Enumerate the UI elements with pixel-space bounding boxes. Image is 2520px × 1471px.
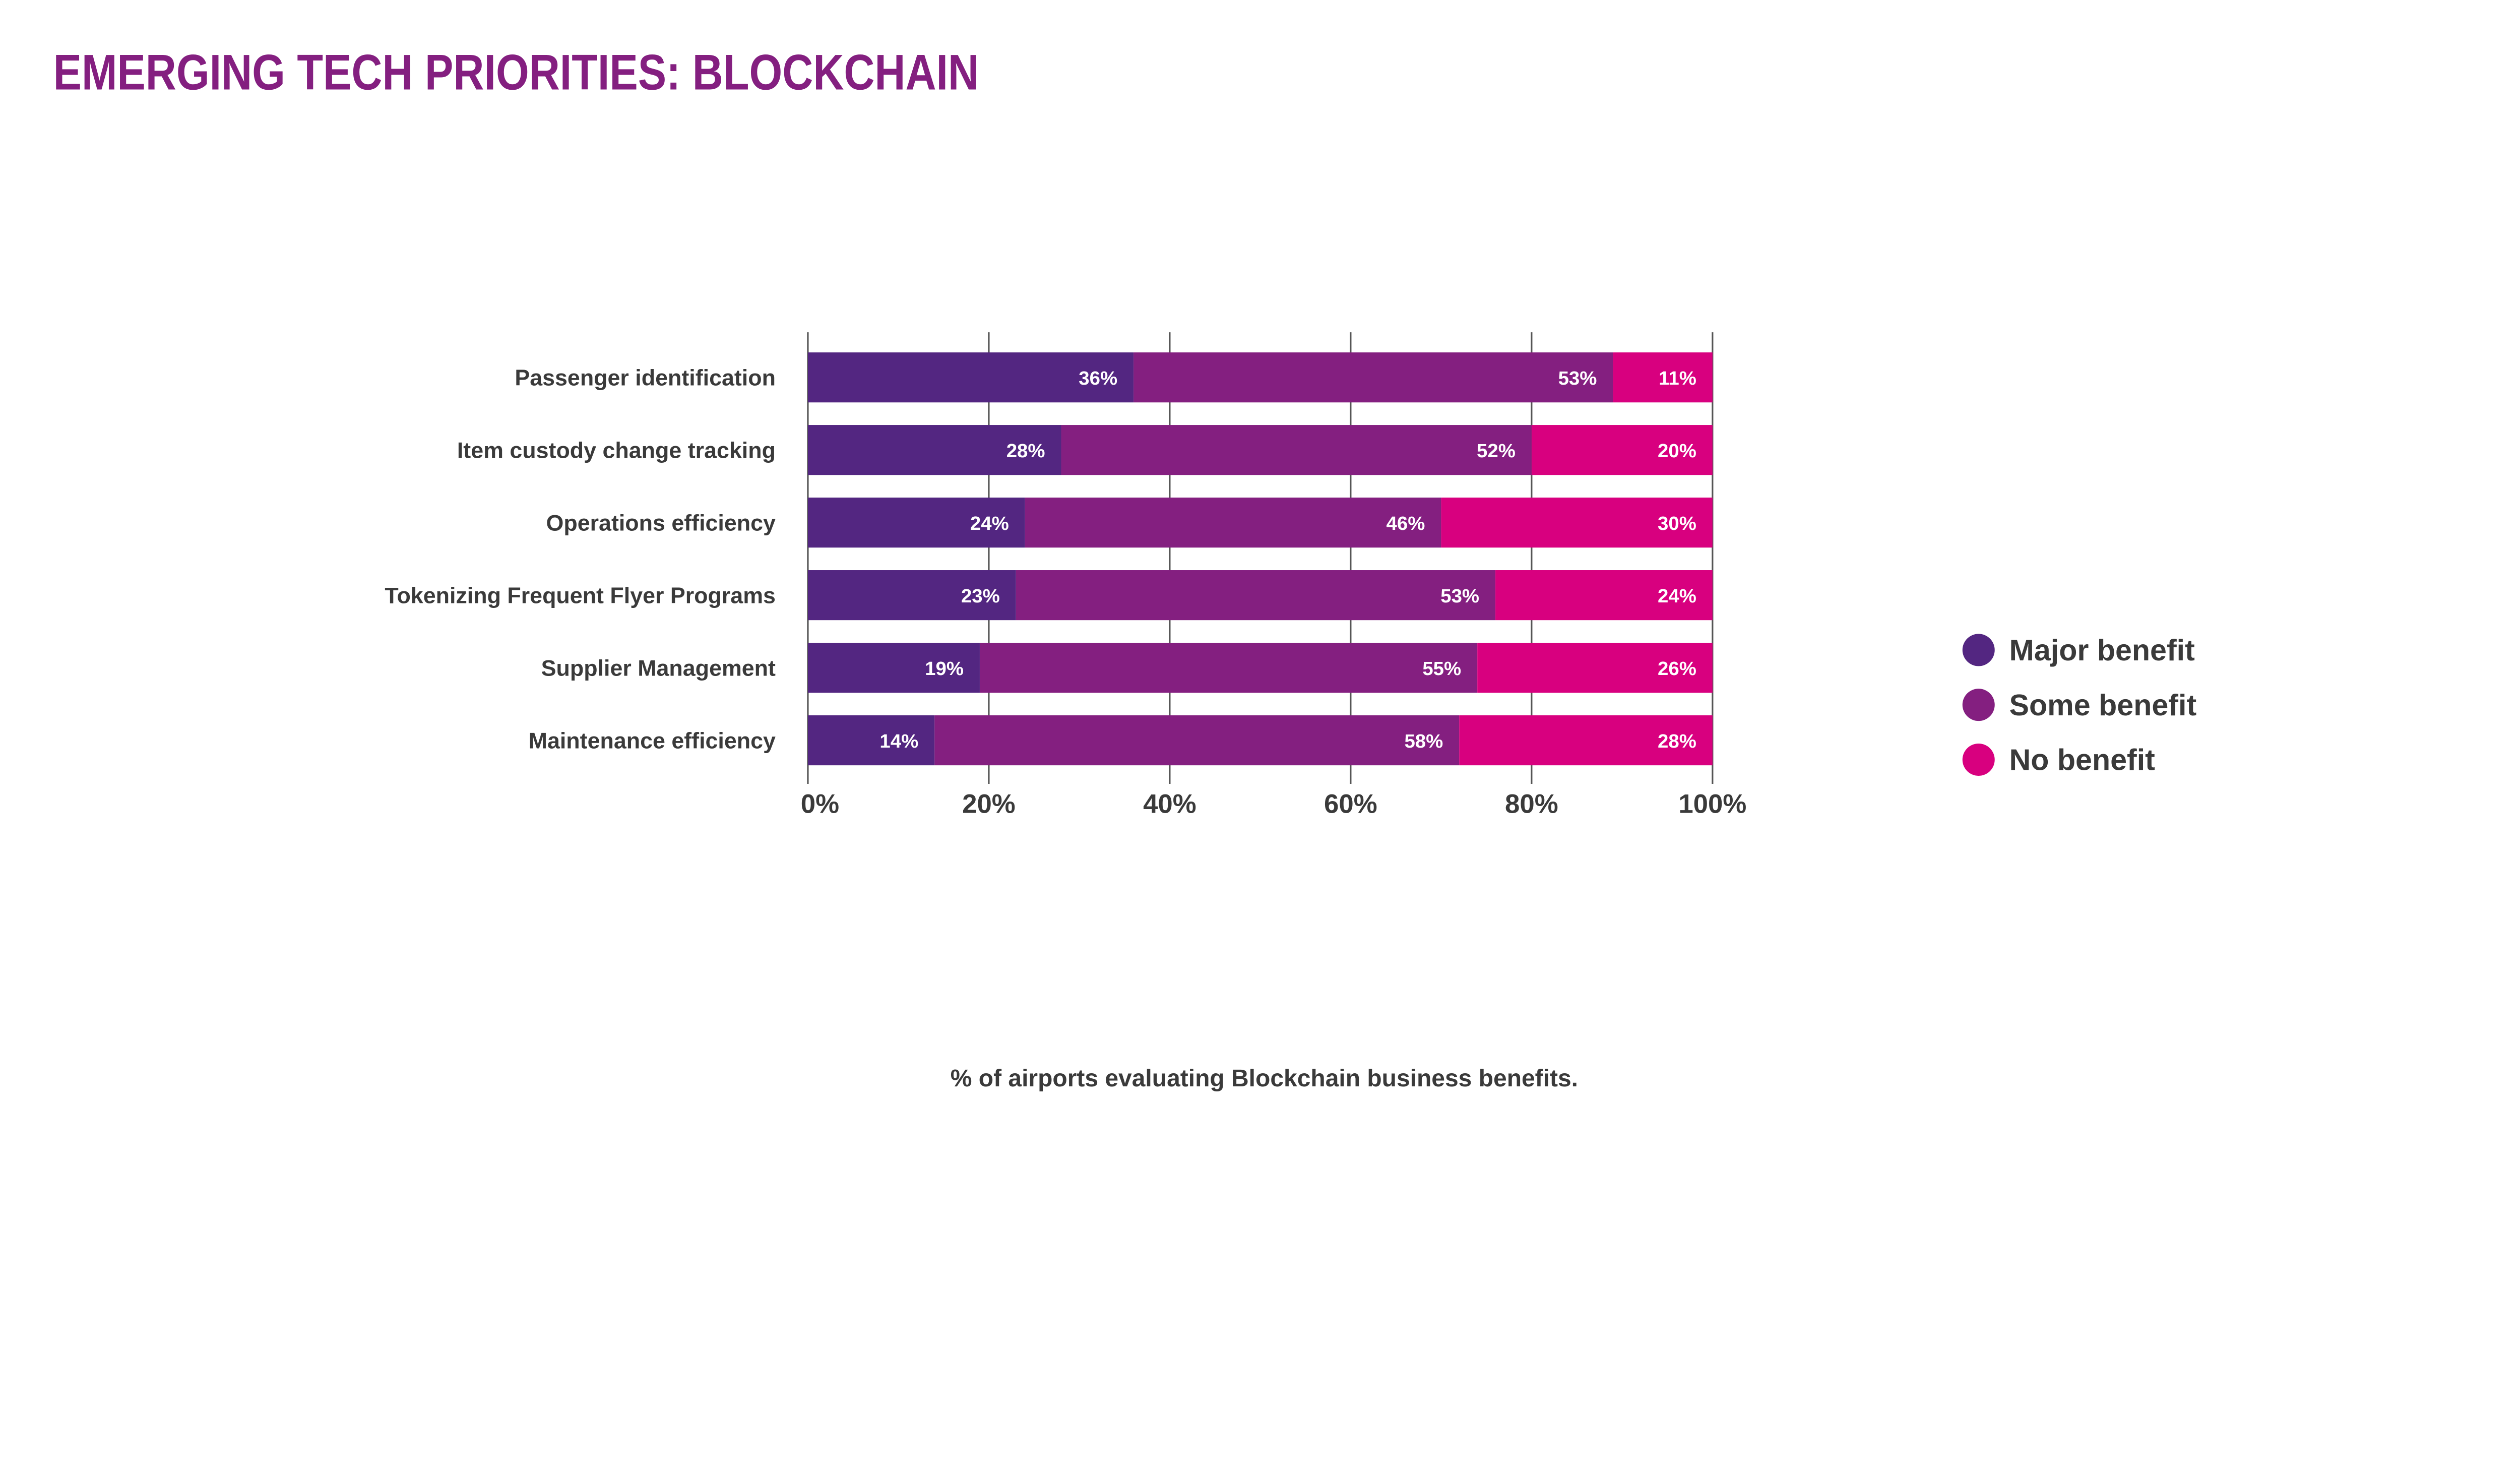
data-label: 58%	[1404, 730, 1443, 752]
category-label: Passenger identification	[515, 365, 776, 391]
bar-segment	[1613, 352, 1713, 403]
data-label: 28%	[1006, 440, 1045, 462]
category-label: Operations efficiency	[546, 511, 776, 536]
category-label: Maintenance efficiency	[529, 728, 776, 754]
data-label: 46%	[1387, 513, 1425, 534]
gridlines	[807, 332, 1714, 784]
data-label: 20%	[1658, 440, 1696, 462]
data-label: 26%	[1658, 658, 1696, 680]
bar-segment	[1133, 352, 1613, 403]
legend: Major benefit Some benefit No benefit	[1962, 633, 2197, 777]
category-labels: Passenger identification Item custody cha…	[385, 365, 776, 754]
legend-label: Some benefit	[2009, 688, 2197, 722]
bar-segment	[1016, 570, 1496, 621]
bar-segment	[1459, 715, 1713, 766]
bars: 36% 53% 11% 28% 52% 20% 24% 46% 30% 23% 53% 24% 19% 5…	[807, 352, 1713, 766]
data-label: 30%	[1658, 513, 1696, 534]
data-label: 19%	[925, 658, 964, 680]
x-tick-labels: 0% 20% 40% 60% 80% 100%	[801, 789, 1747, 819]
x-tick-label: 60%	[1324, 789, 1377, 819]
x-tick-label: 100%	[1678, 789, 1746, 819]
data-label: 24%	[970, 513, 1009, 534]
data-label: 24%	[1658, 585, 1696, 607]
category-label: Item custody change tracking	[457, 438, 776, 463]
footnote: % of airports evaluating Blockchain busi…	[951, 1065, 1578, 1092]
data-label: 55%	[1422, 658, 1461, 680]
bar-segment	[807, 498, 1025, 548]
data-label: 28%	[1658, 730, 1696, 752]
legend-swatch	[1962, 634, 1995, 666]
x-tick-label: 40%	[1143, 789, 1196, 819]
bar-segment	[934, 715, 1460, 766]
bar-segment	[807, 352, 1134, 403]
x-tick-label: 20%	[962, 789, 1016, 819]
bar-segment	[1477, 642, 1713, 693]
bar-segment	[807, 425, 1061, 475]
bar-segment	[807, 715, 935, 766]
data-label: 53%	[1558, 367, 1597, 389]
legend-swatch	[1962, 743, 1995, 776]
legend-label: No benefit	[2009, 743, 2155, 777]
legend-swatch	[1962, 689, 1995, 721]
chart-title: EMERGING TECH PRIORITIES: BLOCKCHAIN	[53, 45, 979, 101]
category-label: Tokenizing Frequent Flyer Programs	[385, 583, 776, 608]
category-label: Supplier Management	[541, 656, 776, 681]
bar-segment	[1061, 425, 1532, 475]
bar-segment	[1531, 425, 1713, 475]
bar-segment	[807, 570, 1016, 621]
data-label: 52%	[1477, 440, 1516, 462]
data-label: 11%	[1659, 367, 1696, 389]
bar-segment	[1441, 498, 1713, 548]
bar-segment	[1025, 498, 1441, 548]
x-tick-label: 0%	[801, 789, 839, 819]
x-tick-label: 80%	[1505, 789, 1558, 819]
legend-label: Major benefit	[2009, 633, 2195, 667]
bar-segment	[807, 642, 980, 693]
data-label: 36%	[1079, 367, 1117, 389]
bar-segment	[1495, 570, 1713, 621]
bar-segment	[979, 642, 1478, 693]
chart: EMERGING TECH PRIORITIES: BLOCKCHAIN 36%…	[53, 45, 2197, 1092]
data-label: 53%	[1440, 585, 1479, 607]
data-label: 23%	[961, 585, 1000, 607]
data-label: 14%	[879, 730, 918, 752]
